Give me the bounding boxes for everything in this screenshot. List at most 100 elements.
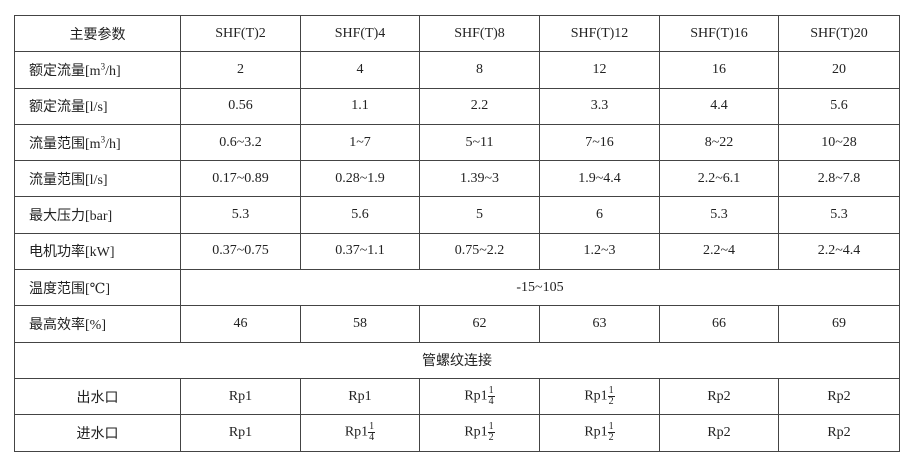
model-header: SHF(T)20 [778, 14, 900, 53]
header-label: 主要参数 [14, 14, 181, 53]
param-row: 流量范围[m3/h] 0.6~3.2 1~7 5~11 7~16 8~22 10~28 [14, 123, 900, 162]
param-value: 4.4 [659, 87, 779, 125]
param-value: 58 [300, 305, 420, 343]
param-value: 7~16 [539, 123, 660, 162]
param-row: 流量范围[l/s] 0.17~0.89 0.28~1.9 1.39~3 1.9~4.4 2… [14, 160, 900, 198]
fraction-denominator: 2 [608, 432, 614, 444]
fraction-denominator: 2 [608, 396, 614, 408]
param-value: 5.3 [778, 196, 900, 234]
thread-size: Rp1 1 4 [419, 377, 540, 416]
thread-size: Rp2 [778, 414, 900, 452]
thread-size: Rp1 1 2 [539, 414, 660, 452]
param-value: 0.28~1.9 [300, 160, 420, 198]
param-row: 最高效率[%] 46 58 62 63 66 69 [14, 305, 900, 343]
label-text: /h] [105, 136, 121, 152]
param-value: 1.2~3 [539, 232, 660, 271]
fraction-denominator: 4 [488, 396, 494, 408]
param-value: 5.3 [659, 196, 779, 234]
fraction-numerator: 1 [487, 421, 495, 434]
param-value: 12 [539, 51, 660, 89]
param-label: 额定流量[l/s] [14, 87, 181, 125]
param-label: 流量范围[m3/h] [14, 123, 181, 162]
param-value: 5.6 [300, 196, 420, 234]
label-text: 额定流量[m [29, 63, 101, 79]
param-label: 温度范围[℃] [14, 269, 181, 307]
param-value: 2 [180, 51, 301, 89]
param-value: 46 [180, 305, 301, 343]
model-header: SHF(T)8 [419, 14, 540, 53]
thread-base: Rp2 [827, 388, 851, 404]
param-value: 2.2~4 [659, 232, 779, 271]
model-header: SHF(T)2 [180, 14, 301, 53]
param-value: 3.3 [539, 87, 660, 125]
param-value: 1.39~3 [419, 160, 540, 198]
param-value: 0.75~2.2 [419, 232, 540, 271]
param-value: 1.9~4.4 [539, 160, 660, 198]
thread-base: Rp2 [707, 388, 731, 404]
param-value: 5~11 [419, 123, 540, 162]
param-value: 0.56 [180, 87, 301, 125]
param-value: 6 [539, 196, 660, 234]
fraction-numerator: 1 [368, 421, 376, 434]
thread-base: Rp2 [707, 424, 731, 440]
fraction-denominator: 4 [369, 432, 375, 444]
param-row: 最大压力[bar] 5.3 5.6 5 6 5.3 5.3 [14, 196, 900, 234]
model-header: SHF(T)4 [300, 14, 420, 53]
param-value: 62 [419, 305, 540, 343]
param-value: 0.6~3.2 [180, 123, 301, 162]
connection-label: 出水口 [14, 377, 181, 416]
header-row: 主要参数 SHF(T)2 SHF(T)4 SHF(T)8 SHF(T)12 SHF(T)1… [14, 14, 900, 53]
thread-base: Rp1 [348, 388, 372, 404]
param-value: 0.17~0.89 [180, 160, 301, 198]
param-value: 5 [419, 196, 540, 234]
thread-base: Rp1 [228, 388, 253, 404]
thread-size: Rp1 [180, 414, 301, 452]
model-header: SHF(T)16 [659, 14, 779, 53]
thread-size: Rp1 1 2 [419, 414, 540, 452]
thread-size: Rp2 [778, 377, 900, 416]
param-value: 8 [419, 51, 540, 89]
param-value: -15~105 [180, 269, 900, 307]
fraction-numerator: 1 [607, 421, 615, 434]
connection-label: 进水口 [14, 414, 181, 452]
param-label: 流量范围[l/s] [14, 160, 181, 198]
param-value: 0.37~0.75 [180, 232, 301, 271]
thread-size: Rp2 [659, 377, 779, 416]
thread-base: Rp1 [228, 424, 253, 440]
param-value: 1~7 [300, 123, 420, 162]
param-value: 2.2 [419, 87, 540, 125]
param-value: 10~28 [778, 123, 900, 162]
thread-base: Rp1 [584, 388, 608, 404]
param-value: 20 [778, 51, 900, 89]
param-row: 电机功率[kW] 0.37~0.75 0.37~1.1 0.75~2.2 1.2~3 2.… [14, 232, 900, 271]
param-value: 8~22 [659, 123, 779, 162]
label-superscript: 3 [100, 133, 106, 144]
param-value: 0.37~1.1 [300, 232, 420, 271]
pump-spec-table: 主要参数 SHF(T)2 SHF(T)4 SHF(T)8 SHF(T)12 SHF(T)1… [14, 14, 900, 452]
param-value: 63 [539, 305, 660, 343]
param-label: 电机功率[kW] [14, 232, 181, 271]
thread-size: Rp1 [300, 377, 420, 416]
param-value: 1.1 [300, 87, 420, 125]
param-value: 66 [659, 305, 779, 343]
connection-row: 进水口 Rp1 Rp1 1 4 Rp1 1 2 Rp1 1 2 Rp2 Rp2 [14, 414, 900, 452]
section-title: 管螺纹连接 [14, 341, 900, 379]
thread-base: Rp1 [344, 425, 369, 441]
thread-size: Rp1 [180, 377, 301, 416]
model-header: SHF(T)12 [539, 14, 660, 53]
thread-base: Rp1 [464, 388, 488, 404]
thread-base: Rp1 [584, 425, 608, 441]
param-value: 2.2~6.1 [659, 160, 779, 198]
param-row: 温度范围[℃] -15~105 [14, 269, 900, 307]
param-row: 额定流量[l/s] 0.56 1.1 2.2 3.3 4.4 5.6 [14, 87, 900, 125]
thread-size: Rp1 1 4 [300, 414, 420, 452]
thread-size: Rp2 [659, 414, 779, 452]
fraction-numerator: 1 [487, 385, 495, 398]
section-row: 管螺纹连接 [14, 341, 900, 379]
thread-size: Rp1 1 2 [539, 377, 660, 416]
